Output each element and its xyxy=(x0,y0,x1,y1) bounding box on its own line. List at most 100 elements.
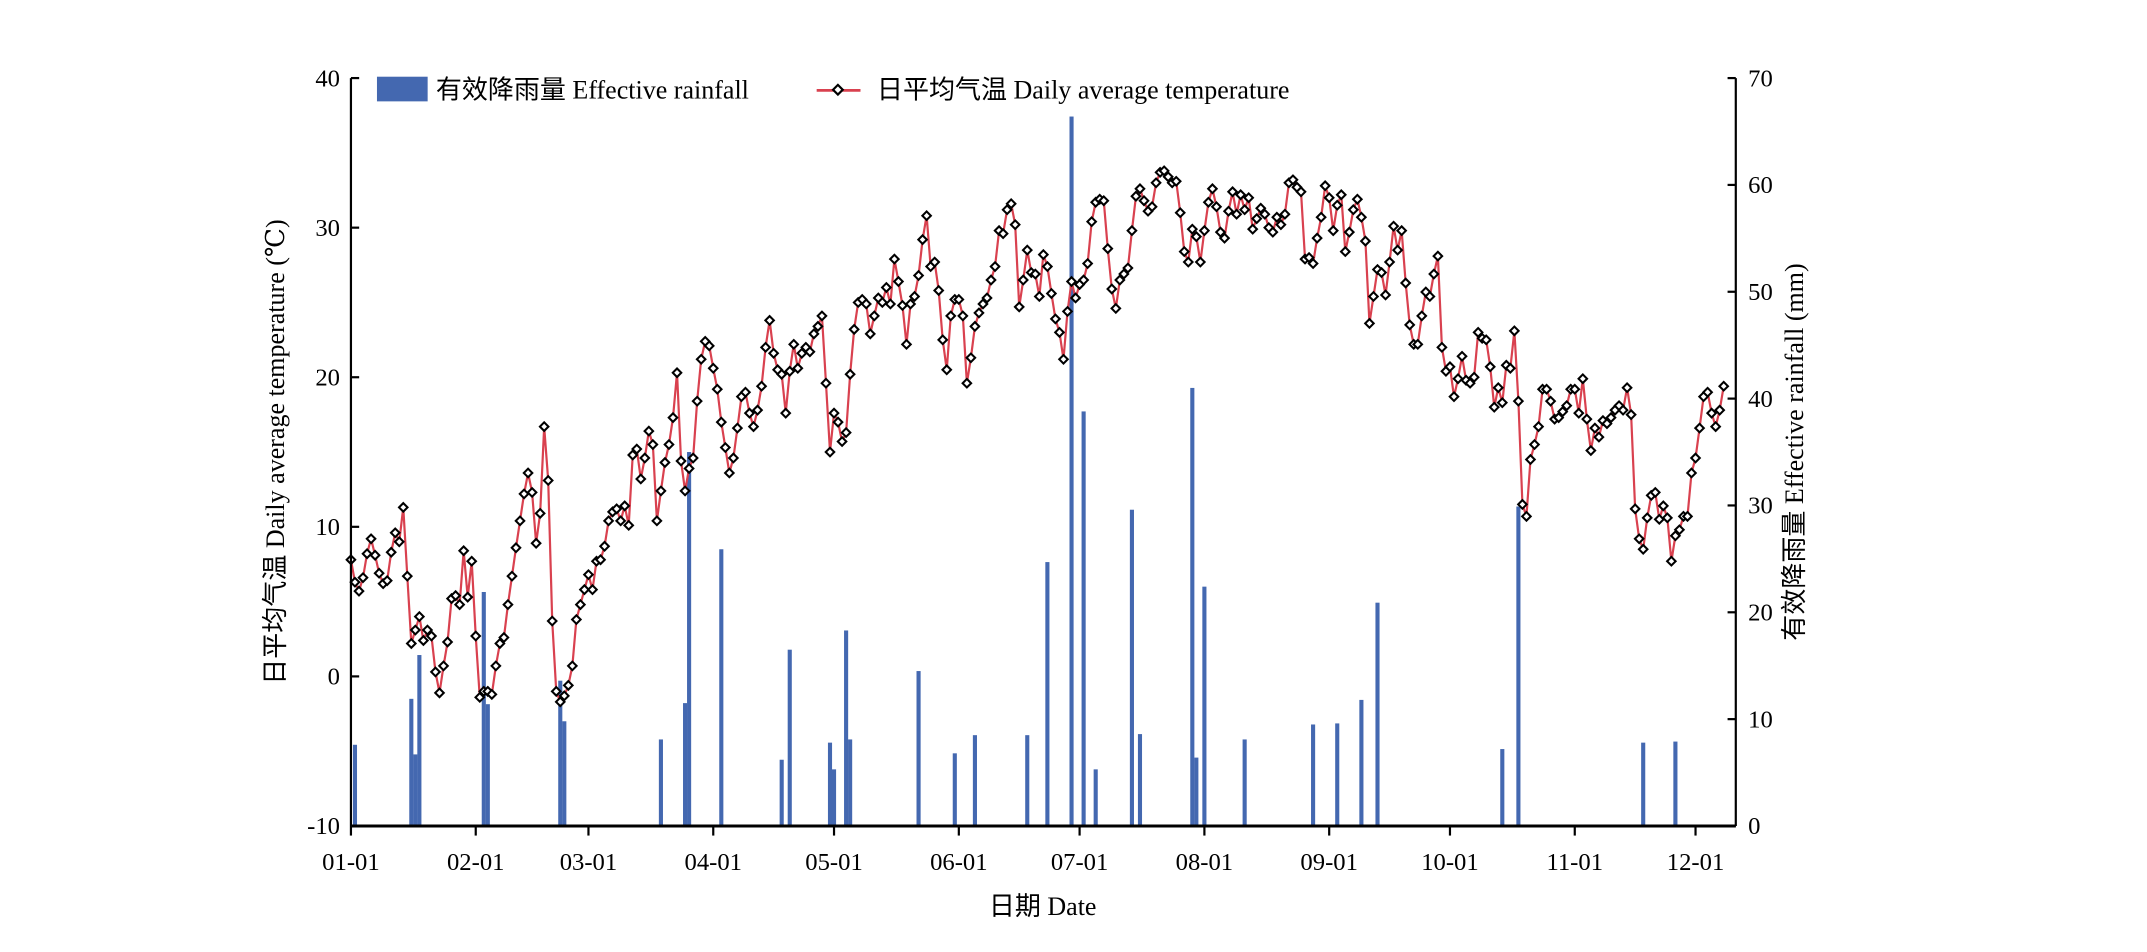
temperature-point xyxy=(1069,292,1082,304)
temperature-point xyxy=(655,485,667,497)
x-axis-title: 日期 Date xyxy=(989,892,1097,921)
temperature-point xyxy=(1238,203,1251,216)
rainfall-bar xyxy=(683,703,688,826)
left-y-axis-title: 日平均气温 Daily average temperature (℃) xyxy=(261,219,290,684)
temperature-point xyxy=(1649,486,1661,499)
left-y-tick-label: 10 xyxy=(315,514,340,541)
temperature-point xyxy=(558,690,571,702)
temperature-point xyxy=(1464,377,1476,389)
right-y-axis-title: 有效降雨量 Effective rainfall (mm) xyxy=(1780,263,1809,640)
temperature-point xyxy=(1242,192,1255,204)
temperature-point xyxy=(1085,215,1098,228)
temperature-point xyxy=(1508,325,1521,337)
temperature-point xyxy=(775,368,788,380)
temperature-point xyxy=(1226,186,1239,198)
temperature-point xyxy=(808,328,820,340)
legend-temperature-label: 日平均气温 Daily average temperature xyxy=(877,76,1289,105)
temperature-point xyxy=(985,274,997,286)
temperature-point xyxy=(1190,230,1203,243)
rainfall-bar xyxy=(779,759,784,826)
temperature-point xyxy=(1331,199,1343,211)
temperature-point xyxy=(719,441,732,454)
temperature-point xyxy=(1303,251,1315,264)
temperature-point xyxy=(498,631,510,644)
temperature-point xyxy=(1540,383,1553,395)
temperature-point xyxy=(651,515,663,527)
temperature-point xyxy=(1496,396,1509,409)
legend-rainfall-swatch xyxy=(376,76,428,102)
right-y-tick-label: 30 xyxy=(1748,493,1773,520)
temperature-point xyxy=(932,284,945,297)
temperature-point xyxy=(824,446,836,458)
temperature-point xyxy=(695,353,707,366)
rainfall-bar xyxy=(1673,741,1678,826)
temperature-point xyxy=(1130,190,1142,202)
temperature-point xyxy=(1287,174,1299,186)
temperature-point xyxy=(663,438,675,451)
temperature-point xyxy=(1001,203,1013,216)
temperature-point xyxy=(723,467,736,479)
legend-rainfall-label: 有效降雨量 Effective rainfall xyxy=(436,76,749,105)
temperature-point xyxy=(542,474,554,487)
temperature-point xyxy=(401,570,414,582)
temperature-point xyxy=(659,456,671,469)
temperature-point xyxy=(937,334,949,346)
temperature-point xyxy=(353,585,365,597)
temperature-point xyxy=(908,290,921,303)
temperature-point xyxy=(1569,383,1581,395)
temperature-point xyxy=(357,571,369,584)
temperature-point xyxy=(1617,404,1629,416)
rainfall-bar xyxy=(352,744,358,826)
temperature-point xyxy=(1524,453,1537,466)
temperature-point xyxy=(828,407,840,419)
x-tick-label: 04-01 xyxy=(685,849,743,876)
temperature-point xyxy=(892,275,905,288)
temperature-point xyxy=(474,691,486,704)
temperature-point xyxy=(1387,220,1400,232)
rainfall-bar xyxy=(485,704,490,826)
temperature-point xyxy=(1573,407,1585,419)
temperature-point xyxy=(1444,361,1456,373)
temperature-point xyxy=(1013,301,1025,313)
temperature-point xyxy=(679,485,691,497)
temperature-point xyxy=(1556,405,1569,418)
rainfall-bar xyxy=(1069,116,1074,826)
temperature-point xyxy=(1665,555,1678,567)
temperature-point xyxy=(1255,202,1267,214)
temperature-point xyxy=(1589,422,1601,434)
temperature-point xyxy=(941,364,953,376)
temperature-point xyxy=(788,338,800,351)
temperature-point xyxy=(433,687,446,699)
temperature-point xyxy=(1158,165,1170,177)
temperature-point xyxy=(731,422,744,434)
temperature-point xyxy=(711,383,723,395)
temperature-point xyxy=(864,328,876,340)
temperature-point xyxy=(691,395,703,407)
temperature-point xyxy=(1641,512,1653,524)
temperature-point xyxy=(566,660,579,672)
temperature-point xyxy=(1033,290,1046,303)
temperature-point xyxy=(1412,338,1424,351)
temperature-point xyxy=(1198,224,1211,237)
x-tick-label: 02-01 xyxy=(447,849,505,876)
temperature-point xyxy=(546,615,558,627)
temperature-point xyxy=(413,610,426,623)
temperature-point xyxy=(421,624,434,636)
temperature-point xyxy=(1395,224,1408,237)
temperature-point xyxy=(981,292,993,304)
temperature-point xyxy=(1355,211,1368,223)
temperature-point xyxy=(1210,201,1223,213)
temperature-point xyxy=(622,519,635,532)
temperature-point xyxy=(1267,226,1279,238)
temperature-point xyxy=(1053,326,1066,339)
temperature-point xyxy=(470,630,482,642)
rainfall-bar xyxy=(1045,562,1050,826)
temperature-point xyxy=(1061,305,1074,318)
temperature-point xyxy=(1234,189,1247,201)
temperature-point xyxy=(1504,362,1517,374)
temperature-point xyxy=(1472,326,1484,339)
left-y-tick-label: 20 xyxy=(315,364,340,391)
temperature-point xyxy=(1029,268,1042,280)
temperature-point xyxy=(683,462,695,475)
right-y-tick-label: 70 xyxy=(1748,65,1773,92)
